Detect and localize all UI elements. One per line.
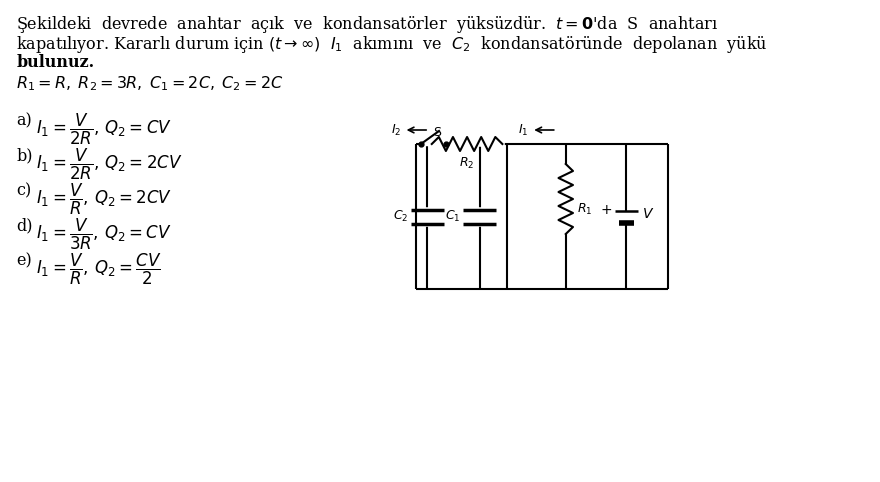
Text: b): b)	[17, 147, 33, 164]
Text: $C_2$: $C_2$	[392, 209, 408, 224]
Text: $R_1 = R,\; R_2 = 3R,\; C_1 = 2C,\; C_2 = 2C$: $R_1 = R,\; R_2 = 3R,\; C_1 = 2C,\; C_2 …	[17, 74, 283, 93]
Text: $I_1 = \dfrac{V}{R},\, Q_2 = 2CV$: $I_1 = \dfrac{V}{R},\, Q_2 = 2CV$	[36, 182, 172, 217]
Text: $R_1$: $R_1$	[576, 201, 592, 216]
Text: $I_1 = \dfrac{V}{3R},\, Q_2 = CV$: $I_1 = \dfrac{V}{3R},\, Q_2 = CV$	[36, 217, 172, 252]
Text: e): e)	[17, 252, 32, 269]
Text: $R_2$: $R_2$	[459, 156, 474, 171]
Text: +: +	[600, 203, 612, 217]
Text: Şekildeki  devrede  anahtar  açık  ve  kondansatörler  yüksüzdür.  $t = \mathbf{: Şekildeki devrede anahtar açık ve kondan…	[17, 14, 718, 35]
Text: $I_2$: $I_2$	[391, 122, 401, 137]
Text: $I_1 = \dfrac{V}{R},\, Q_2 = \dfrac{CV}{2}$: $I_1 = \dfrac{V}{R},\, Q_2 = \dfrac{CV}{…	[36, 252, 162, 287]
Text: $I_1 = \dfrac{V}{2R},\, Q_2 = CV$: $I_1 = \dfrac{V}{2R},\, Q_2 = CV$	[36, 112, 172, 147]
Text: c): c)	[17, 182, 32, 199]
Text: d): d)	[17, 217, 33, 234]
Text: bulunuz.: bulunuz.	[17, 54, 94, 71]
Text: $I_1$: $I_1$	[518, 122, 529, 137]
Text: kapatılıyor. Kararlı durum için $(t \to \infty)$  $I_1$  akımını  ve  $C_2$  kon: kapatılıyor. Kararlı durum için $(t \to …	[17, 34, 767, 55]
Text: a): a)	[17, 112, 32, 129]
Text: $C_1$: $C_1$	[445, 209, 461, 224]
Text: $V$: $V$	[642, 207, 654, 222]
Text: S: S	[434, 126, 442, 139]
Text: $I_1 = \dfrac{V}{2R},\, Q_2 = 2CV$: $I_1 = \dfrac{V}{2R},\, Q_2 = 2CV$	[36, 147, 183, 182]
